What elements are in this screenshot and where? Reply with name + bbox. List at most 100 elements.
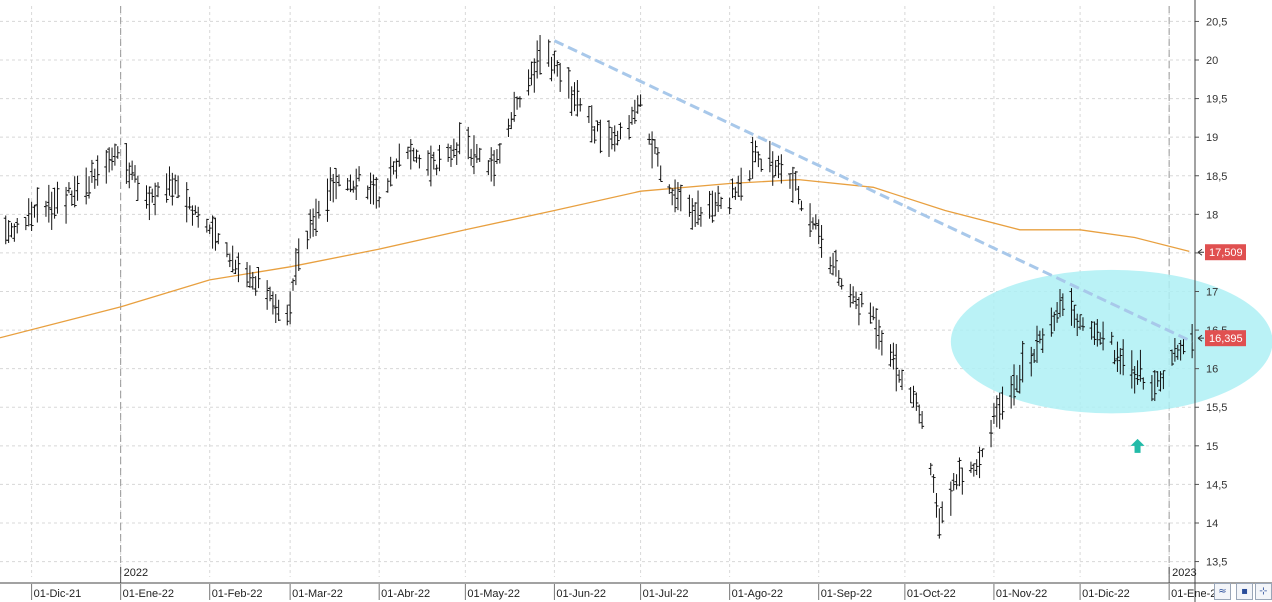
- y-tick-label: 19: [1206, 132, 1218, 144]
- ohlc-bar: [675, 182, 680, 211]
- ohlc-bar: [1109, 331, 1114, 345]
- ohlc-bar: [1175, 344, 1180, 360]
- ohlc-bar: [1141, 377, 1146, 390]
- ohlc-bar: [115, 146, 120, 159]
- ohlc-bar: [655, 147, 660, 167]
- ohlc-bar: [184, 182, 189, 223]
- ohlc-bar: [1069, 288, 1074, 326]
- ohlc-bar: [696, 190, 701, 225]
- ohlc-bar: [1115, 341, 1120, 372]
- ohlc-bar: [187, 196, 192, 210]
- ohlc-bar: [12, 223, 17, 242]
- ohlc-bar: [673, 179, 678, 213]
- ohlc-bar: [308, 209, 313, 239]
- ohlc-bar: [288, 291, 293, 325]
- ohlc-bar: [428, 145, 433, 187]
- ohlc-bar: [454, 142, 459, 165]
- ohlc-bar: [713, 192, 718, 217]
- x-tick-label: 01-Ago-22: [732, 588, 783, 600]
- y-tick-label: 16: [1206, 364, 1218, 376]
- ohlc-bar: [1017, 364, 1022, 394]
- ohlc-bar: [190, 205, 195, 226]
- ohlc-bar: [95, 155, 100, 186]
- ohlc-bar: [357, 166, 362, 182]
- ohlc-bar: [529, 61, 534, 86]
- ohlc-bar: [736, 175, 741, 197]
- save-icon[interactable]: ▪: [1236, 583, 1253, 600]
- ohlc-bar: [6, 220, 11, 244]
- ohlc-bar: [64, 186, 69, 224]
- trendline-layer: [553, 39, 1193, 344]
- ohlc-bar: [328, 167, 333, 201]
- ohlc-bar: [133, 165, 138, 183]
- ohlc-bar: [598, 119, 603, 154]
- y-tick-label: 14: [1206, 518, 1218, 530]
- ohlc-bar: [612, 125, 617, 152]
- ohlc-bar: [796, 186, 801, 205]
- ohlc-bar: [1095, 319, 1100, 347]
- ohlc-bar: [273, 294, 278, 324]
- ohlc-bar: [368, 172, 373, 205]
- ohlc-bar: [291, 278, 296, 291]
- ohlc-bar: [831, 252, 836, 276]
- ohlc-bar: [793, 171, 798, 191]
- ohlc-bar: [968, 461, 973, 474]
- up-arrow-icon: [1130, 438, 1145, 453]
- ohlc-bar: [1072, 304, 1077, 328]
- crosshair-icon[interactable]: ⊹: [1255, 583, 1272, 600]
- ohlc-bar: [1161, 370, 1166, 390]
- ohlc-bar: [311, 208, 316, 237]
- ohlc-bar: [477, 147, 482, 163]
- ohlc-bar: [210, 215, 215, 249]
- ohlc-bar: [293, 247, 298, 286]
- ohlc-bar: [268, 286, 273, 302]
- ohlc-bar: [871, 306, 876, 321]
- ohlc-bar: [937, 508, 942, 539]
- ohlc-bar: [678, 184, 683, 212]
- ohlc-bar: [1129, 350, 1134, 389]
- ohlc-bar: [707, 191, 712, 219]
- ohlc-bar: [497, 143, 502, 164]
- ohlc-bar: [839, 278, 844, 290]
- ohlc-bar: [466, 126, 471, 160]
- ohlc-bar: [971, 463, 976, 477]
- ohlc-bar: [84, 167, 89, 205]
- ohlc-bar: [397, 143, 402, 167]
- x-axis-labels: 01-Dic-21 01-Ene-22 01-Feb-22 01-Mar-22 01-A…: [34, 567, 1217, 600]
- ohlc-bar: [948, 481, 953, 516]
- zigzag-icon[interactable]: ≈: [1214, 583, 1231, 600]
- ohlc-bar: [632, 99, 637, 124]
- ohlc-bar: [316, 200, 321, 219]
- ohlc-bar: [670, 188, 675, 206]
- ohlc-bar: [609, 127, 614, 150]
- ohlc-bar: [997, 392, 1002, 429]
- ohlc-bar: [558, 62, 563, 92]
- ohlc-bar: [1101, 321, 1106, 351]
- ohlc-bar: [868, 302, 873, 324]
- ohlc-bar: [26, 198, 31, 227]
- ohlc-bar: [586, 105, 591, 124]
- ohlc-bar: [32, 204, 37, 218]
- ohlc-bar: [1149, 375, 1154, 402]
- ohlc-bar: [1190, 324, 1195, 359]
- ohlc-bar: [155, 182, 160, 198]
- ohlc-bar: [759, 158, 764, 172]
- x-tick-label: 01-Oct-22: [907, 588, 956, 600]
- ohlc-bar: [638, 94, 643, 107]
- ohlc-bar: [851, 286, 856, 304]
- ohlc-bar: [719, 196, 724, 209]
- ohlc-bar: [265, 280, 270, 310]
- ohlc-bar: [578, 97, 583, 112]
- ohlc-bar: [207, 224, 212, 234]
- ohlc-bar: [336, 174, 341, 187]
- ohlc-bar: [819, 225, 824, 258]
- ohlc-bar: [87, 176, 92, 199]
- ohlc-bar: [931, 474, 936, 493]
- ohlc-bar: [89, 159, 94, 183]
- y-tick-label: 13,5: [1206, 557, 1227, 569]
- ohlc-bar: [1060, 293, 1065, 317]
- ohlc-bar: [276, 299, 281, 321]
- ohlc-bar: [104, 149, 109, 184]
